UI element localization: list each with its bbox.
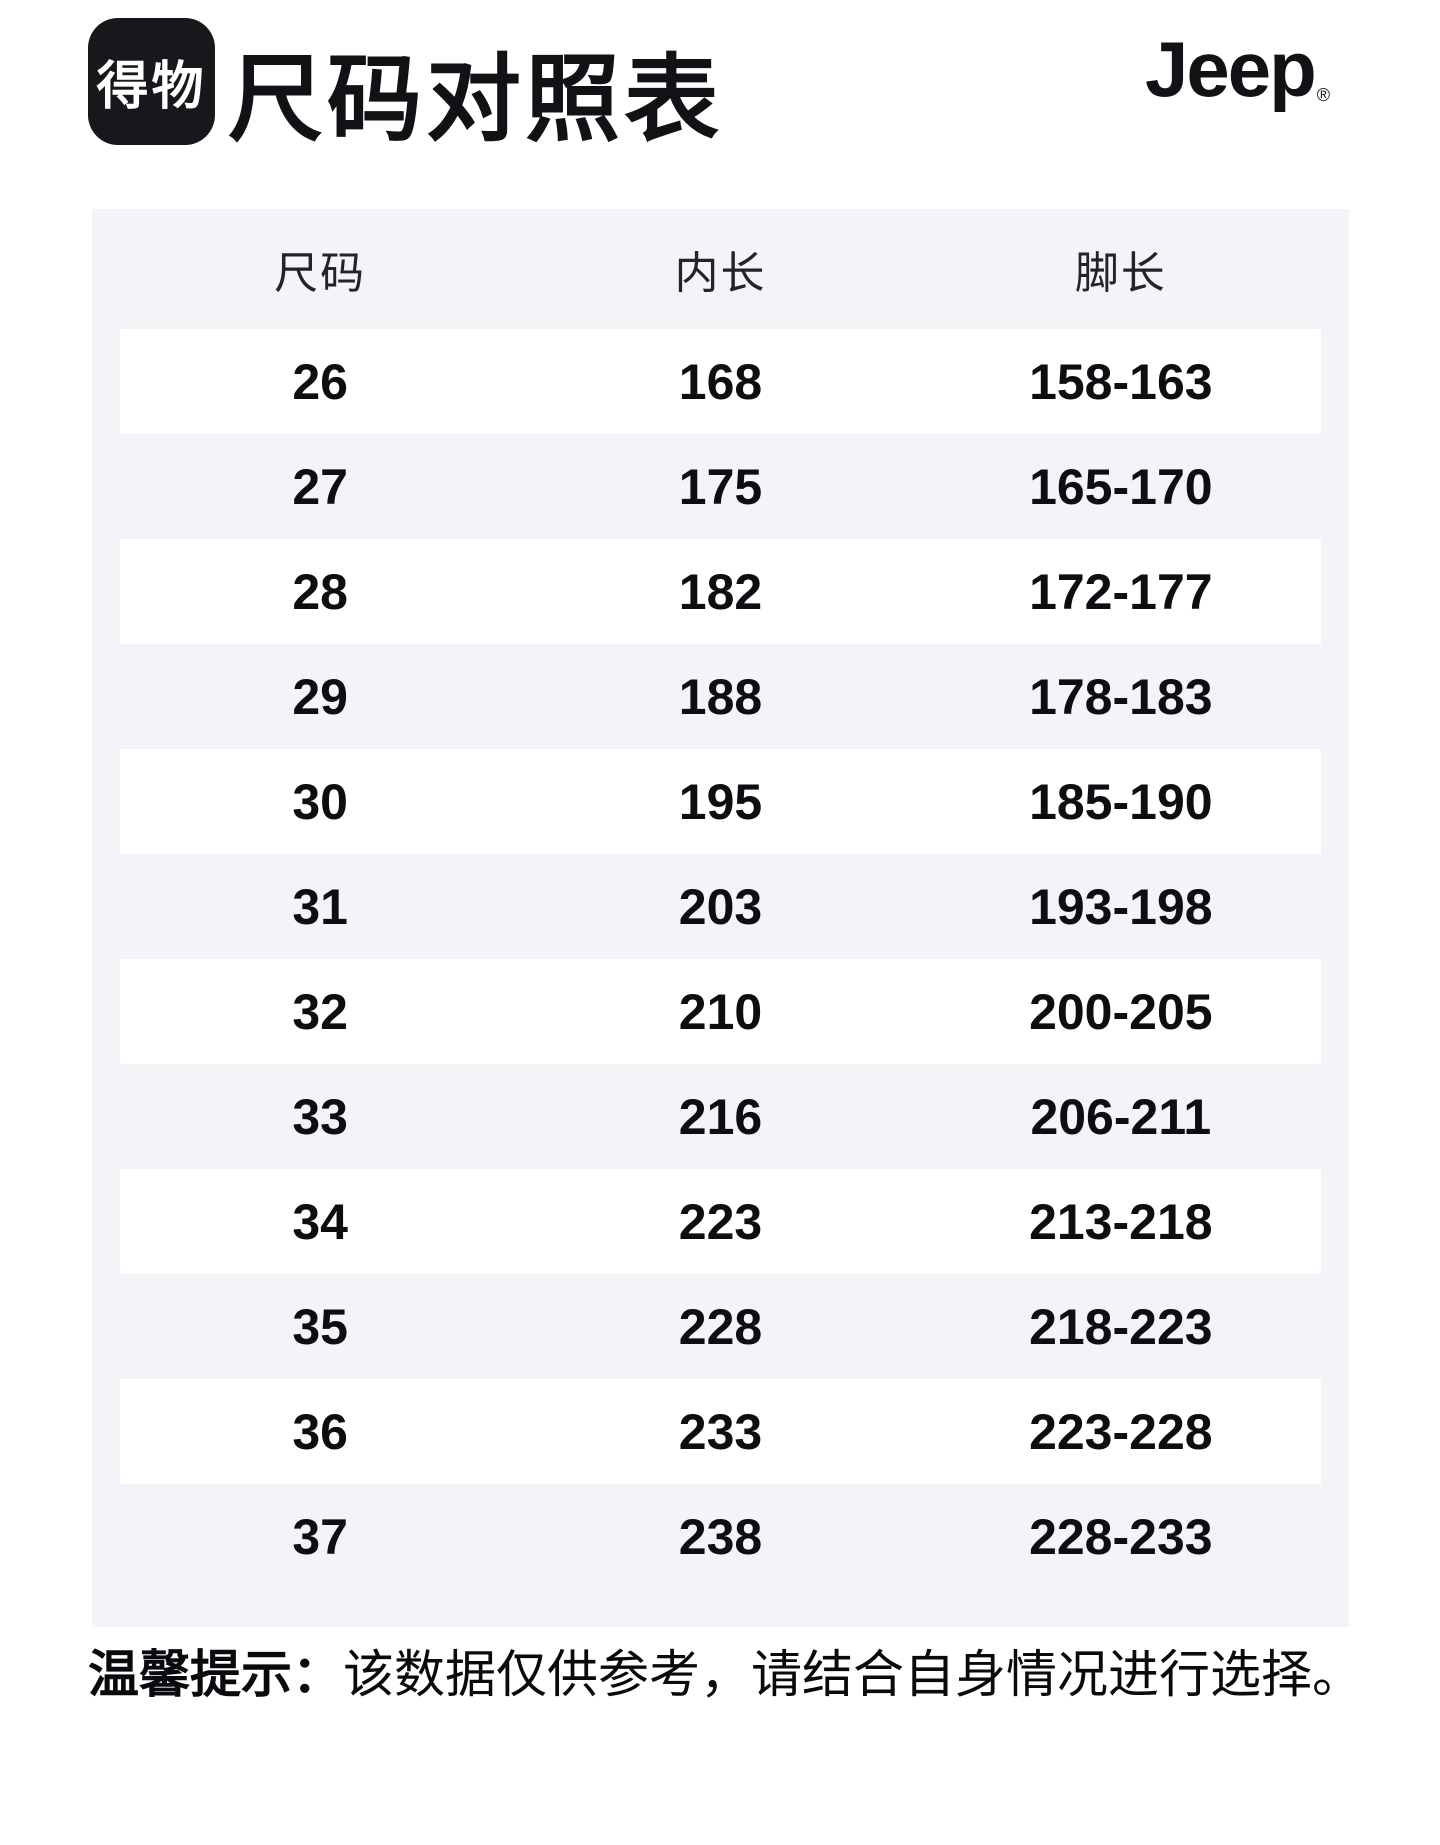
table-row: 30 195 185-190 [120, 749, 1321, 854]
page-title: 尺码对照表 [228, 47, 724, 153]
inner-length-cell: 233 [678, 1403, 763, 1460]
size-cell: 32 [292, 983, 348, 1040]
dewu-logo-text: 得物 [96, 58, 207, 116]
inner-length-cell: 203 [678, 878, 763, 935]
table-row: 34 223 213-218 [120, 1169, 1321, 1274]
size-cell: 35 [292, 1298, 348, 1355]
foot-length-cell: 158-163 [1029, 353, 1213, 410]
inner-length-cell: 175 [678, 458, 763, 515]
size-cell: 27 [292, 458, 348, 515]
foot-length-cell: 178-183 [1029, 668, 1213, 725]
table-row: 37 238 228-233 [120, 1484, 1321, 1589]
inner-length-cell: 188 [678, 668, 763, 725]
dewu-logo: 得物 [88, 18, 215, 145]
inner-length-cell: 223 [678, 1193, 763, 1250]
table-body: 26 168 158-163 27 175 165-170 28 182 172… [120, 329, 1321, 1589]
footer-note-text: 该数据仅供参考，请结合自身情况进行选择。 [343, 1646, 1364, 1703]
size-cell: 31 [292, 878, 348, 935]
table-header-row: 尺码 内长 脚长 [120, 209, 1321, 329]
table-row: 29 188 178-183 [120, 644, 1321, 749]
foot-length-cell: 206-211 [1030, 1088, 1212, 1145]
table-row: 36 233 223-228 [120, 1379, 1321, 1484]
inner-length-cell: 210 [678, 983, 763, 1040]
jeep-wordmark: Jeep [1144, 25, 1317, 113]
size-cell: 33 [292, 1088, 348, 1145]
size-cell: 36 [292, 1403, 348, 1460]
table-row: 26 168 158-163 [120, 329, 1321, 434]
foot-length-cell: 165-170 [1029, 458, 1213, 515]
registered-trademark-icon: ® [1316, 85, 1330, 105]
table-row: 31 203 193-198 [120, 854, 1321, 959]
foot-length-cell: 228-233 [1029, 1508, 1213, 1565]
size-table: 尺码 内长 脚长 26 168 158-163 27 175 165-170 2… [92, 209, 1349, 1627]
size-cell: 29 [292, 668, 348, 725]
size-cell: 34 [292, 1193, 348, 1250]
foot-length-cell: 193-198 [1029, 878, 1213, 935]
foot-length-cell: 218-223 [1029, 1298, 1213, 1355]
inner-length-cell: 195 [678, 773, 763, 830]
foot-length-cell: 223-228 [1029, 1403, 1213, 1460]
foot-length-cell: 172-177 [1029, 563, 1213, 620]
size-cell: 28 [292, 563, 348, 620]
table-row: 32 210 200-205 [120, 959, 1321, 1064]
inner-length-cell: 216 [678, 1088, 763, 1145]
jeep-logo: Jeep ® [1145, 30, 1330, 108]
size-cell: 37 [292, 1508, 348, 1565]
table-row: 33 216 206-211 [120, 1064, 1321, 1169]
footer-note: 温馨提示：该数据仅供参考，请结合自身情况进行选择。 [88, 1645, 1418, 1705]
table-row: 27 175 165-170 [120, 434, 1321, 539]
foot-length-cell: 185-190 [1029, 773, 1213, 830]
inner-length-cell: 228 [678, 1298, 763, 1355]
size-cell: 30 [292, 773, 348, 830]
inner-length-cell: 238 [678, 1508, 763, 1565]
column-header-size: 尺码 [274, 249, 367, 298]
foot-length-cell: 213-218 [1029, 1193, 1213, 1250]
column-header-inner-length: 内长 [674, 249, 767, 298]
foot-length-cell: 200-205 [1029, 983, 1213, 1040]
table-row: 35 228 218-223 [120, 1274, 1321, 1379]
size-cell: 26 [292, 353, 348, 410]
table-row: 28 182 172-177 [120, 539, 1321, 644]
footer-note-label: 温馨提示： [88, 1646, 344, 1703]
column-header-foot-length: 脚长 [1074, 249, 1167, 298]
inner-length-cell: 168 [678, 353, 763, 410]
inner-length-cell: 182 [678, 563, 763, 620]
